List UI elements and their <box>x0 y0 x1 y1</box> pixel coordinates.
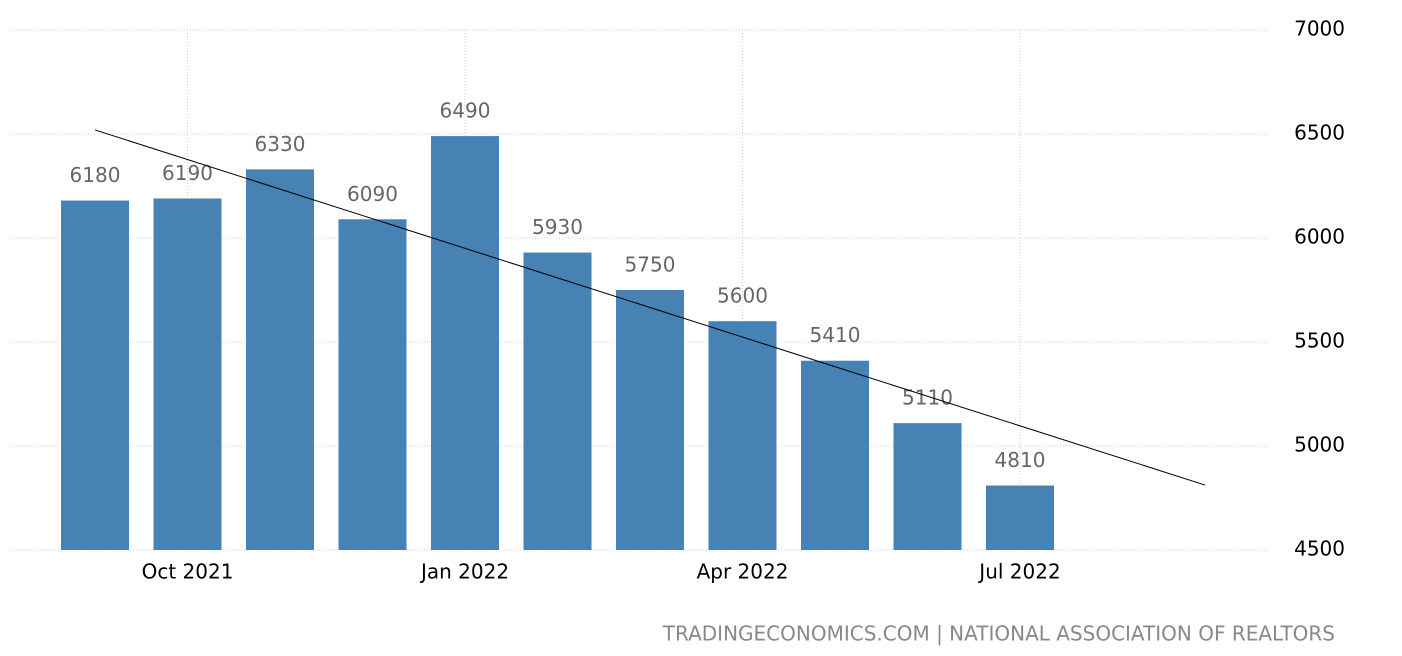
y-tick-label: 5000 <box>1294 433 1345 457</box>
value-label: 6490 <box>440 99 491 123</box>
value-label: 5600 <box>717 284 768 308</box>
value-label: 6330 <box>255 132 306 156</box>
bar <box>893 423 962 550</box>
bar <box>338 219 407 550</box>
value-label: 6180 <box>70 163 121 187</box>
value-label: 5110 <box>902 386 953 410</box>
value-label: 6090 <box>347 182 398 206</box>
trend-line <box>94 129 1206 486</box>
value-label: 5750 <box>625 253 676 277</box>
bar <box>431 136 499 550</box>
y-tick-label: 4500 <box>1294 537 1345 561</box>
bar <box>523 252 592 550</box>
y-tick-label: 6000 <box>1294 225 1345 249</box>
value-label: 5930 <box>532 215 583 239</box>
value-label: 4810 <box>995 448 1046 472</box>
x-tick-label: Oct 2021 <box>142 560 234 584</box>
x-tick-label: Jul 2022 <box>977 560 1060 584</box>
x-tick-label: Apr 2022 <box>697 560 789 584</box>
bar <box>61 200 129 550</box>
bar <box>708 321 777 550</box>
bar <box>801 360 869 550</box>
bar <box>246 169 314 551</box>
y-tick-label: 6500 <box>1294 121 1345 145</box>
value-label: 6190 <box>162 161 213 185</box>
x-tick-label: Jan 2022 <box>419 560 509 584</box>
y-tick-label: 5500 <box>1294 329 1345 353</box>
value-label: 5410 <box>810 323 861 347</box>
bar <box>616 290 684 550</box>
bar <box>986 485 1054 550</box>
bar <box>153 198 222 551</box>
source: TRADINGECONOMICS.COM | NATIONAL ASSOCIAT… <box>662 622 1335 646</box>
y-tick-label: 7000 <box>1294 17 1345 41</box>
